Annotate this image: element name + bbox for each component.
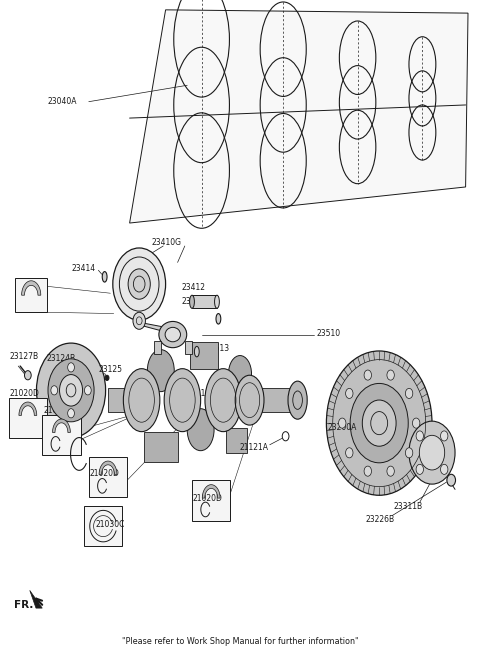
Ellipse shape (216, 314, 221, 324)
Bar (185, 341, 192, 354)
Circle shape (416, 464, 423, 474)
Circle shape (128, 269, 150, 299)
Circle shape (406, 388, 413, 398)
Polygon shape (226, 428, 247, 453)
Bar (15, 278, 47, 312)
Text: 23311B: 23311B (394, 502, 423, 511)
Polygon shape (22, 281, 41, 295)
Circle shape (447, 474, 456, 486)
Circle shape (364, 466, 372, 476)
Bar (9, 398, 47, 438)
Ellipse shape (147, 350, 174, 392)
Circle shape (51, 386, 58, 395)
Ellipse shape (164, 369, 201, 432)
Text: 23414: 23414 (181, 297, 205, 306)
Circle shape (409, 421, 455, 484)
Circle shape (350, 383, 408, 463)
Text: 21020D: 21020D (193, 494, 223, 503)
Polygon shape (247, 388, 300, 412)
Circle shape (387, 466, 394, 476)
Text: 23060B: 23060B (15, 283, 45, 292)
Text: 23124B: 23124B (46, 354, 75, 363)
Text: 23125: 23125 (98, 365, 122, 375)
Circle shape (68, 363, 74, 372)
Ellipse shape (102, 272, 107, 282)
Text: FR.: FR. (14, 600, 34, 611)
Text: 21020D: 21020D (43, 406, 73, 415)
Bar (84, 506, 122, 546)
Circle shape (346, 448, 353, 458)
Ellipse shape (215, 295, 219, 308)
Circle shape (387, 370, 394, 380)
Circle shape (84, 386, 91, 395)
Ellipse shape (123, 369, 160, 432)
Bar (89, 457, 127, 497)
Text: 23111: 23111 (192, 389, 216, 398)
Text: 23127B: 23127B (10, 352, 39, 361)
Text: 21020D: 21020D (90, 469, 120, 478)
Circle shape (412, 418, 420, 428)
Polygon shape (190, 342, 218, 369)
Text: 23414: 23414 (71, 264, 95, 274)
Circle shape (326, 351, 432, 495)
Ellipse shape (159, 321, 187, 348)
Circle shape (441, 464, 448, 474)
Circle shape (364, 370, 372, 380)
Circle shape (60, 375, 83, 406)
Text: 23200A: 23200A (327, 423, 357, 432)
Circle shape (338, 418, 346, 428)
Ellipse shape (187, 409, 214, 451)
Circle shape (105, 375, 109, 380)
Circle shape (346, 388, 353, 398)
Text: 23513: 23513 (205, 344, 229, 354)
Polygon shape (144, 432, 178, 462)
Ellipse shape (194, 346, 199, 357)
Polygon shape (130, 10, 468, 223)
Polygon shape (108, 388, 139, 412)
Circle shape (406, 448, 413, 458)
Circle shape (68, 409, 74, 418)
Ellipse shape (165, 327, 180, 342)
Text: 21121A: 21121A (240, 443, 269, 452)
Circle shape (420, 436, 444, 470)
Polygon shape (19, 402, 37, 415)
Bar (154, 341, 161, 354)
Ellipse shape (228, 356, 252, 392)
Polygon shape (133, 323, 186, 331)
Circle shape (36, 343, 106, 438)
Polygon shape (202, 485, 220, 498)
Circle shape (24, 371, 31, 380)
Text: 23412: 23412 (181, 283, 205, 292)
Bar (192, 480, 230, 521)
Text: 23040A: 23040A (48, 97, 77, 106)
Ellipse shape (235, 375, 264, 425)
Ellipse shape (205, 369, 241, 432)
Circle shape (441, 431, 448, 441)
Polygon shape (52, 419, 71, 432)
Bar (42, 415, 81, 455)
Text: 23226B: 23226B (366, 515, 395, 524)
Circle shape (362, 400, 396, 446)
Text: 23410G: 23410G (151, 238, 181, 247)
Polygon shape (192, 295, 217, 308)
Circle shape (48, 359, 94, 422)
Polygon shape (30, 590, 42, 608)
Ellipse shape (190, 295, 194, 308)
Text: 21020D: 21020D (10, 389, 39, 398)
Circle shape (113, 248, 166, 320)
Ellipse shape (288, 381, 307, 419)
Text: 23510: 23510 (317, 329, 341, 338)
Circle shape (133, 312, 145, 329)
Polygon shape (99, 461, 117, 474)
Circle shape (416, 431, 423, 441)
Text: 21030C: 21030C (96, 520, 125, 529)
Text: "Please refer to Work Shop Manual for further information": "Please refer to Work Shop Manual for fu… (122, 637, 358, 646)
